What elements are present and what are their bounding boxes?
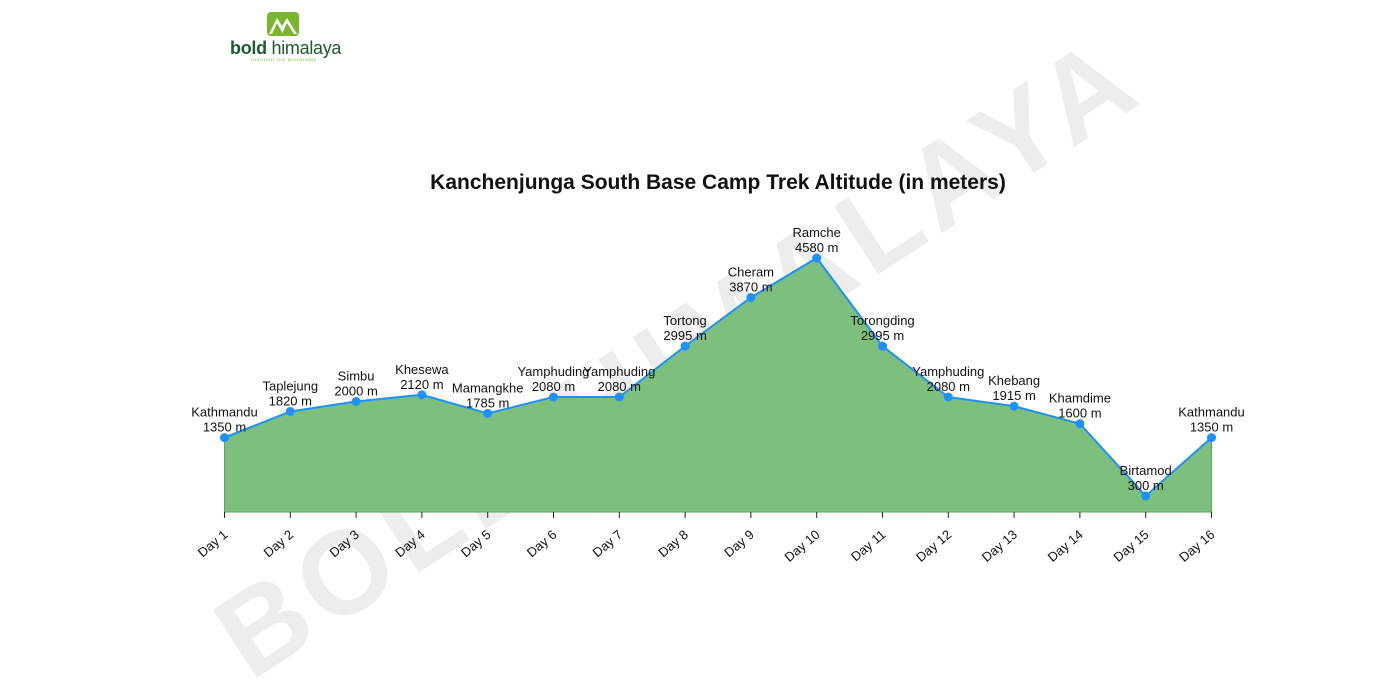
point-value-label: 4580 m [795, 240, 838, 255]
data-point [812, 253, 822, 263]
point-value-label: 300 m [1128, 478, 1164, 493]
altitude-line [224, 256, 1213, 498]
point-value-label: 2995 m [663, 328, 706, 343]
data-point [1009, 401, 1019, 411]
points-layer [220, 253, 1216, 501]
point-place-label: Taplejung [262, 378, 318, 393]
data-point [878, 341, 887, 351]
point-value-label: 2080 m [598, 379, 641, 394]
data-point [417, 390, 427, 400]
point-place-label: Ramche [792, 225, 840, 240]
x-tick-label: Day 7 [590, 527, 626, 560]
chart-title: Kanchenjunga South Base Camp Trek Altitu… [430, 171, 1006, 194]
x-tick-label: Day 12 [913, 527, 954, 565]
data-point [549, 392, 558, 402]
point-place-label: Cheram [728, 264, 774, 279]
brand-logo: bold himalaya THROUGH THE MOUNTAINS [230, 6, 341, 62]
x-tick-label: Day 16 [1176, 527, 1217, 565]
point-value-label: 2000 m [334, 383, 377, 398]
mountain-logo-icon [267, 12, 299, 36]
point-value-label: 2995 m [861, 328, 904, 343]
x-tick-label: Day 15 [1110, 527, 1151, 565]
data-point [1141, 491, 1151, 501]
data-point [1075, 419, 1085, 429]
x-tick-label: Day 14 [1045, 527, 1086, 565]
x-tick-label: Day 11 [848, 527, 888, 564]
point-place-label: Khamdime [1049, 391, 1111, 406]
point-place-label: Kathmandu [1178, 405, 1245, 420]
data-point [680, 341, 690, 351]
data-point [285, 406, 295, 416]
point-value-label: 1785 m [466, 395, 509, 410]
data-point [1207, 433, 1216, 443]
line-layer [224, 256, 1213, 498]
point-place-label: Kathmandu [191, 405, 258, 420]
point-place-label: Torongding [850, 313, 914, 328]
point-place-label: Yamphuding [912, 364, 984, 379]
point-value-label: 2120 m [400, 377, 443, 392]
logo-tagline: THROUGH THE MOUNTAINS [250, 57, 317, 62]
x-tick-label: Day 1 [195, 527, 231, 560]
point-value-label: 1820 m [269, 393, 312, 408]
point-value-label: 2080 m [927, 379, 970, 394]
point-value-label: 1915 m [992, 388, 1035, 403]
point-place-label: Khebang [988, 373, 1040, 388]
logo-wordmark: bold himalaya [230, 38, 341, 59]
point-place-label: Yamphuding [583, 364, 655, 379]
x-tick-label: Day 8 [655, 527, 691, 560]
point-place-label: Khesewa [395, 362, 449, 377]
x-tick-label: Day 10 [781, 527, 822, 565]
point-value-label: 1350 m [203, 420, 246, 435]
data-point [220, 433, 229, 443]
data-point [614, 392, 624, 402]
point-value-label: 2080 m [532, 379, 575, 394]
point-value-label: 1600 m [1058, 406, 1101, 421]
point-place-label: Mamangkhe [452, 380, 524, 395]
logo-brand-bold: bold [230, 38, 267, 58]
data-point [943, 392, 953, 402]
point-place-label: Simbu [338, 368, 375, 383]
point-place-label: Tortong [663, 313, 706, 328]
point-place-label: Birtamod [1120, 463, 1172, 478]
data-point [351, 396, 361, 406]
point-place-label: Yamphuding [517, 364, 589, 379]
data-point [746, 292, 756, 302]
data-point [483, 408, 493, 418]
point-value-label: 3870 m [729, 279, 772, 294]
x-tick-label: Day 13 [979, 527, 1020, 565]
point-value-label: 1350 m [1190, 420, 1233, 435]
x-tick-label: Day 9 [721, 527, 757, 560]
logo-brand-rest: himalaya [271, 38, 342, 58]
